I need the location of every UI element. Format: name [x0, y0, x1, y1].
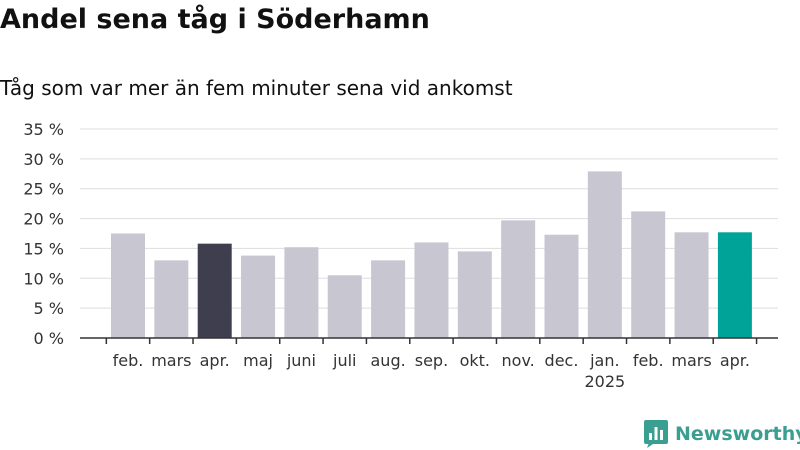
y-axis-labels: 0 % 5 % 10 % 15 % 20 % 25 % 30 % 35 % — [23, 120, 64, 348]
x-tick-label: okt. — [460, 351, 490, 370]
bar — [457, 251, 492, 338]
x-year-label: 2025 — [584, 372, 625, 391]
y-tick-label: 10 % — [23, 269, 64, 288]
x-tick-label: nov. — [502, 351, 535, 370]
bar — [284, 247, 319, 338]
bar — [414, 242, 449, 338]
y-tick-label: 15 % — [23, 239, 64, 258]
newsworthy-logo: Newsworthy — [644, 419, 800, 449]
x-tick-label: dec. — [545, 351, 579, 370]
bar — [111, 233, 145, 338]
bar — [327, 275, 362, 338]
x-tick-label: apr. — [720, 351, 750, 370]
bar — [674, 232, 709, 338]
y-tick-label: 35 % — [23, 120, 64, 139]
logo-text: Newsworthy — [675, 423, 800, 445]
bar — [371, 260, 406, 338]
bar-chart: 0 %5 %10 %15 %20 %25 %30 %35 % feb. mars a… — [23, 120, 778, 391]
bar — [197, 243, 232, 338]
chart-title: Andel sena tåg i Söderhamn — [0, 4, 430, 35]
y-tick-label: 25 % — [23, 180, 64, 199]
x-tick-label: mars — [671, 351, 711, 370]
x-tick-label: juli — [332, 351, 356, 370]
x-tick-label: mars — [151, 351, 191, 370]
bar — [241, 255, 276, 338]
y-tick-label: 5 % — [34, 299, 64, 318]
x-tick-label: juni — [286, 351, 316, 370]
bar — [544, 234, 579, 338]
y-tick-label: 30 % — [23, 150, 64, 169]
bar — [154, 260, 189, 338]
x-tick-label: feb. — [113, 351, 144, 370]
y-tick-label: 20 % — [23, 210, 64, 229]
x-axis-labels: feb. mars apr. maj juni juli aug. sep. okt. nov. d… — [113, 351, 750, 391]
x-axis — [80, 337, 778, 344]
x-tick-label: maj — [243, 351, 273, 370]
x-tick-label: sep. — [415, 351, 448, 370]
bar — [587, 171, 622, 338]
newsworthy-chart-bubble-icon — [644, 420, 668, 448]
bar — [631, 211, 666, 338]
x-tick-label: feb. — [633, 351, 664, 370]
x-tick-label: apr. — [200, 351, 230, 370]
x-tick-label: jan. — [589, 351, 619, 370]
chart-subtitle: Tåg som var mer än fem minuter sena vid … — [0, 76, 513, 100]
bar — [501, 220, 536, 338]
x-tick-label: aug. — [371, 351, 406, 370]
bar — [717, 232, 752, 338]
bars — [111, 171, 752, 338]
y-tick-label: 0 % — [34, 329, 64, 348]
